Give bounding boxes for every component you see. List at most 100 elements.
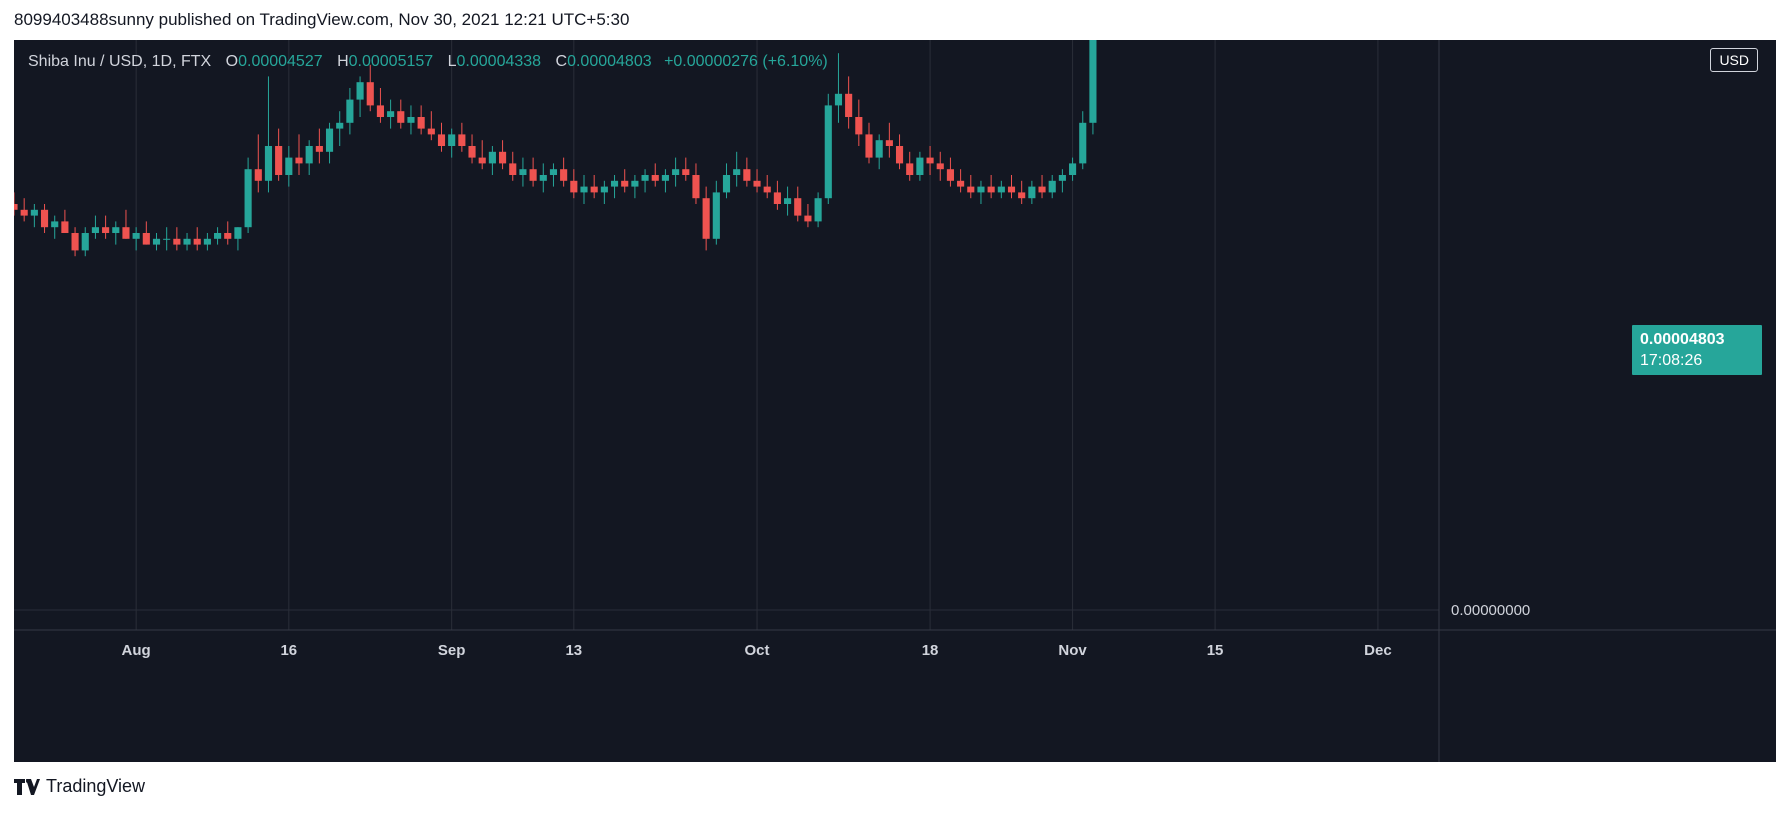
candle-body (397, 111, 405, 123)
open-value: 0.00004527 (238, 53, 323, 70)
candle-body (763, 186, 771, 193)
candle-body (356, 82, 364, 100)
chart-frame[interactable]: 0.000000000.000010000.000020000.00003000… (14, 40, 1776, 762)
candle-body (509, 163, 517, 175)
x-tick-label: 18 (922, 642, 939, 659)
candle-body (264, 146, 273, 181)
candle-body (214, 233, 222, 239)
candle-body (824, 105, 832, 199)
candle-body (458, 134, 466, 146)
candle-body (254, 169, 262, 181)
candle-body (275, 146, 283, 175)
candle-body (203, 238, 211, 245)
currency-button[interactable]: USD (1710, 48, 1758, 72)
candle-body (234, 227, 242, 239)
candle-body (773, 192, 781, 204)
candle-body (661, 175, 669, 181)
candle-body (916, 157, 924, 175)
candle-body (651, 175, 659, 181)
candle-body (610, 180, 619, 187)
candle-body (183, 238, 191, 245)
candle-body (926, 157, 934, 164)
candle-body (560, 169, 568, 181)
symbol-name[interactable]: Shiba Inu / USD, 1D, FTX (28, 53, 212, 70)
candle-body (499, 151, 507, 164)
candle-body (712, 192, 720, 239)
candle-body (549, 169, 558, 175)
candle-body (112, 227, 120, 233)
x-tick-label: Oct (745, 642, 770, 659)
candle-body (336, 122, 344, 129)
close-value: 0.00004803 (567, 53, 652, 70)
candle-body (570, 180, 578, 193)
candle-body (519, 169, 527, 175)
candle-body (488, 151, 496, 164)
candle-body (967, 186, 975, 193)
candle-body (417, 117, 425, 129)
candle-body (102, 227, 110, 233)
candle-body (814, 198, 822, 222)
candle-body (193, 238, 201, 245)
low-label: L (447, 53, 457, 70)
high-value: 0.00005157 (348, 53, 434, 70)
candle-body (641, 175, 649, 181)
candle-body (163, 238, 171, 240)
candle-body (51, 221, 59, 228)
candle-body (1089, 40, 1097, 123)
candle-body (529, 169, 537, 181)
candle-body (722, 175, 731, 193)
symbol-legend: Shiba Inu / USD, 1D, FTX O0.00004527 H0.… (28, 53, 828, 71)
candle-body (672, 169, 680, 175)
footer-brand[interactable]: TradingView (14, 776, 145, 797)
candle-body (366, 82, 374, 106)
candle-body (1038, 186, 1046, 193)
candle-body (804, 215, 812, 222)
candle-body (1048, 180, 1056, 193)
candle-body (295, 157, 303, 164)
close-label: C (555, 53, 568, 70)
candle-body (692, 175, 700, 199)
candle-body (621, 180, 629, 187)
x-tick-label: Nov (1058, 642, 1087, 659)
candle-body (1079, 122, 1087, 164)
x-tick-label: 16 (280, 642, 297, 659)
last-price-value: 0.00004803 (1640, 331, 1725, 348)
candle-body (1018, 192, 1026, 199)
candle-body (173, 238, 181, 245)
candle-body (20, 209, 28, 216)
candle-body (906, 163, 914, 175)
candle-body (1028, 186, 1036, 199)
candle-body (631, 180, 639, 187)
candle-body (285, 157, 293, 175)
candle-body (977, 186, 985, 193)
candle-body (539, 175, 547, 181)
candle-body (855, 117, 863, 135)
candle-body (946, 169, 954, 181)
candle-body (305, 146, 313, 164)
candle-body (427, 128, 435, 135)
candle-body (71, 233, 79, 251)
candle-body (733, 169, 741, 175)
candlestick-chart[interactable]: 0.000000000.000010000.000020000.00003000… (14, 40, 1776, 762)
candle-body (448, 134, 456, 146)
candle-body (142, 233, 150, 245)
candle-body (346, 99, 354, 123)
candle-body (325, 128, 334, 152)
candle-body (987, 186, 995, 193)
candle-body (997, 186, 1005, 193)
candle-body (1007, 186, 1016, 193)
x-tick-label: Aug (122, 642, 151, 659)
candle-body (580, 186, 588, 193)
candle-body (784, 198, 792, 204)
low-value: 0.00004338 (456, 53, 542, 70)
bar-countdown: 17:08:26 (1640, 352, 1703, 369)
candle-body (600, 186, 608, 193)
candle-body (743, 169, 751, 181)
candle-body (152, 238, 161, 245)
candle-body (885, 140, 893, 146)
candle-body (865, 134, 873, 158)
candle-body (590, 186, 598, 193)
candle-body (376, 105, 384, 117)
x-tick-label: 13 (565, 642, 582, 659)
footer-brand-text: TradingView (46, 776, 146, 796)
